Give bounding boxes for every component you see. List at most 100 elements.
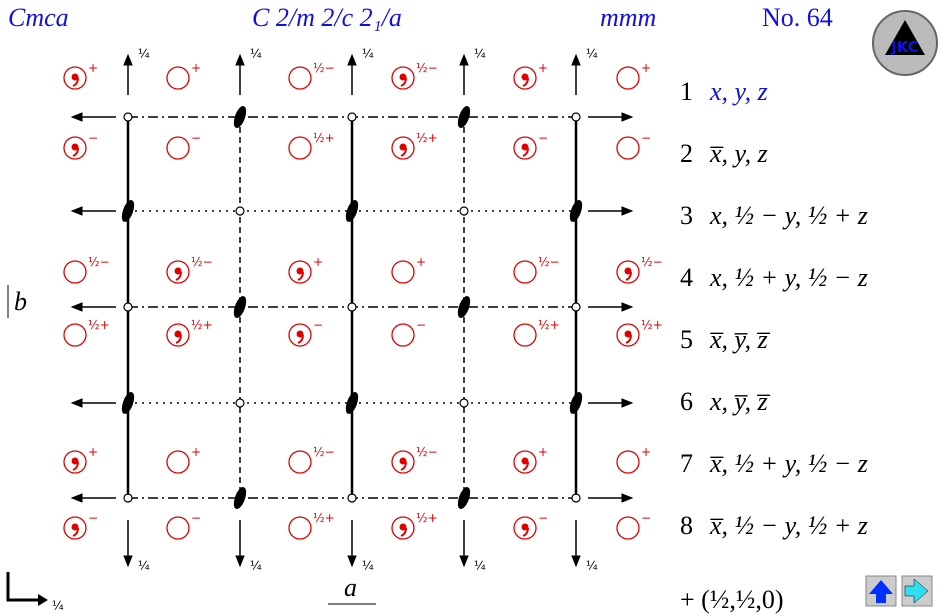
symmetry-grid [70,53,634,568]
position-circle [513,323,537,347]
inversion-center [347,302,357,312]
position-circle [616,450,640,474]
position: − [288,318,323,347]
position-circle [63,66,87,90]
position-label: + [88,61,98,75]
comma-dot [399,143,407,151]
position-label: ½− [416,445,438,459]
position-label: ½− [538,255,560,269]
position-circle [391,66,415,90]
inversion-center [347,493,357,503]
position-label: + [191,61,201,75]
comma-dot [521,457,529,465]
position-circle [166,450,190,474]
operation: x̅, y, z [709,139,768,168]
screw-axis [121,200,135,222]
logo-text: JKC [890,38,919,56]
position-circle [513,136,537,160]
screw-axis [345,392,359,414]
position: ½− [288,61,335,90]
screw-axis [233,487,247,509]
position-label: ½+ [313,131,335,145]
position: ½+ [288,131,335,160]
position-circle [513,260,537,284]
axis-a: a [344,573,357,602]
position-circle [391,516,415,540]
position: − [513,131,548,160]
comma-dot [624,267,632,275]
position: ½+ [166,318,213,347]
position: + [63,445,98,474]
position-circle [616,260,640,284]
height: ¼ [138,47,150,61]
position: ½− [63,255,110,284]
position-label: ½− [313,61,335,75]
position: + [513,445,548,474]
inversion-center [571,112,581,122]
screw-axis [121,392,135,414]
position: − [166,511,201,540]
comma-tail [625,271,632,281]
point-group: mmm [600,3,656,32]
position: − [63,511,98,540]
comma-tail [72,77,79,87]
position-circle [166,136,190,160]
position-circle [288,66,312,90]
comma-tail [297,271,304,281]
position-circle [63,450,87,474]
arrow-head [70,112,83,122]
position-circle [166,516,190,540]
comma-tail [400,527,407,537]
position: ½+ [391,511,438,540]
position: ½− [616,255,663,284]
position-circle [513,516,537,540]
position-label: ½+ [313,511,335,525]
position-label: ½− [88,255,110,269]
position-circle [391,136,415,160]
position-label: ½+ [641,318,663,332]
screw-axis [233,296,247,318]
position-circle [616,323,640,347]
position-label: − [538,131,548,145]
position-label: ½− [313,445,335,459]
operation-number: 2 [680,139,693,168]
position-circle [288,260,312,284]
position-label: + [538,445,548,459]
inversion-center [571,493,581,503]
symbol: Cmca [8,3,69,32]
position: + [166,61,201,90]
position-circle [63,323,87,347]
comma-dot [71,73,79,81]
position: − [166,131,201,160]
position-label: + [416,255,426,269]
screw-axis [457,296,471,318]
operation-number: 7 [680,449,693,478]
position-circle [63,516,87,540]
comma-tail [522,77,529,87]
position-label: − [191,511,201,525]
position: − [616,131,651,160]
inversion-center [123,112,133,122]
comma-dot [71,523,79,531]
position: ½− [391,61,438,90]
number: No. 64 [762,3,833,32]
operation: x, ½ − y, ½ + z [709,201,868,230]
inversion-center [459,398,469,408]
inversion-center [459,206,469,216]
position: + [616,61,651,90]
arrow-head [70,398,83,408]
inversion-center [347,112,357,122]
comma-dot [296,330,304,338]
position: ½− [166,255,213,284]
operation-number: 3 [680,201,693,230]
nav-up[interactable] [865,575,897,607]
comma-dot [624,330,632,338]
inversion-center [571,302,581,312]
operation: x̅, ½ + y, ½ − z [709,449,868,478]
arrow-head [459,555,469,568]
position-label: + [88,445,98,459]
operation: x, y̅, z̅ [709,387,770,416]
arrow-head [459,53,469,66]
nav-next[interactable] [901,575,933,607]
